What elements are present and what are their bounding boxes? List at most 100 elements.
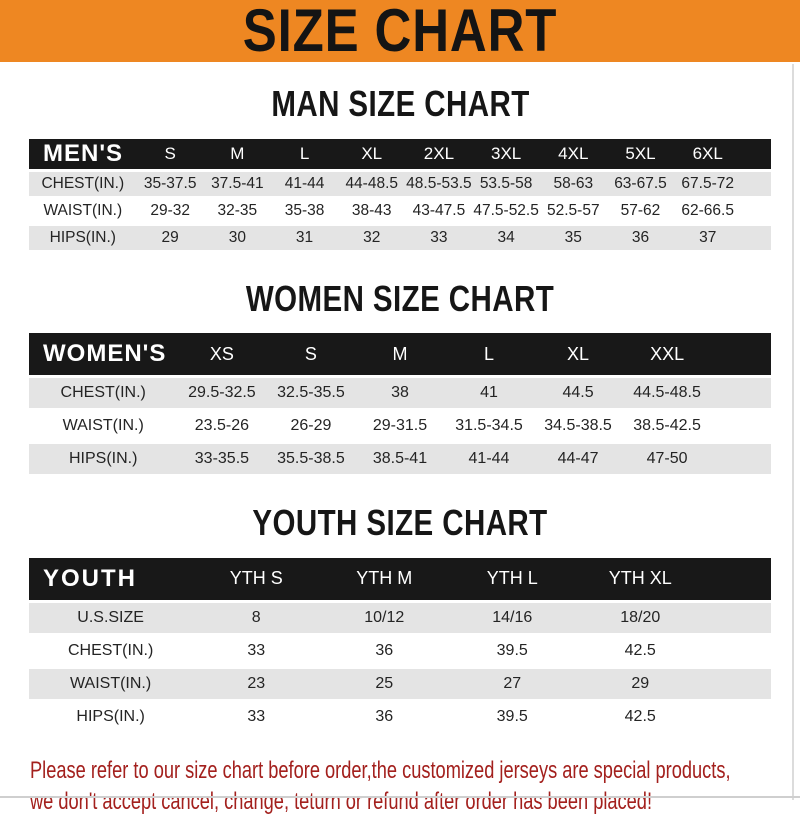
measurement-value: 31.5-34.5 (444, 411, 534, 442)
men-size-table: MEN'S S M L XL 2XL 3XL 4XL 5XL 6XL CHEST(IN.) 35-37… (29, 136, 771, 253)
measurement-row: WAIST(IN.) 29-32 32-35 35-38 38-43 43-47.5 47.… (29, 198, 771, 223)
size-column-header: YTH S (192, 557, 321, 600)
size-column-header: 5XL (606, 138, 675, 169)
measurement-value: 48.5-53.5 (405, 171, 473, 196)
measurement-value: 36 (320, 635, 449, 666)
row-label: WAIST(IN.) (29, 668, 193, 699)
measurement-value: 38.5-42.5 (622, 411, 712, 442)
measurement-row: HIPS(IN.) 33 36 39.5 42.5 (29, 701, 771, 732)
measurement-value: 39.5 (448, 701, 577, 732)
men-size-section: MAN SIZE CHART MEN'S S M L XL 2XL 3XL 4XL 5XL 6XL… (0, 84, 800, 253)
youth-size-table: YOUTH YTH S YTH M YTH L YTH XL U.S.SIZE 8 10/12… (29, 555, 771, 735)
measurement-value: 35 (539, 225, 607, 250)
measurement-value: 27 (448, 668, 577, 699)
measurement-value: 32 (338, 225, 406, 250)
size-column-header: XS (177, 333, 267, 376)
header-tail (741, 138, 771, 169)
measurement-value: 47-50 (622, 444, 712, 475)
table-header-row: MEN'S S M L XL 2XL 3XL 4XL 5XL 6XL (29, 138, 771, 169)
measurement-value: 38-43 (338, 198, 406, 223)
row-tail (711, 444, 771, 475)
measurement-value: 29 (576, 668, 705, 699)
size-column-header: 4XL (539, 138, 607, 169)
size-column-header: XL (338, 138, 406, 169)
measurement-value: 35-38 (270, 198, 339, 223)
measurement-value: 63-67.5 (606, 171, 675, 196)
row-tail (711, 378, 771, 409)
row-label: CHEST(IN.) (29, 635, 193, 666)
measurement-value: 43-47.5 (405, 198, 473, 223)
measurement-value: 41 (444, 378, 534, 409)
measurement-value: 33 (192, 701, 321, 732)
row-tail (704, 701, 771, 732)
size-column-header: 2XL (405, 138, 473, 169)
row-label: HIPS(IN.) (29, 225, 137, 250)
measurement-value: 36 (320, 701, 449, 732)
row-label: CHEST(IN.) (29, 171, 137, 196)
women-size-table: WOMEN'S XS S M L XL XXL CHEST(IN.) 29.5-32.5 32.5… (29, 330, 771, 477)
men-section-heading: MAN SIZE CHART (270, 83, 530, 124)
measurement-value: 41-44 (444, 444, 534, 475)
women-size-section: WOMEN SIZE CHART WOMEN'S XS S M L XL XXL CHEST(… (0, 277, 800, 478)
measurement-value: 53.5-58 (472, 171, 540, 196)
measurement-value: 57-62 (606, 198, 675, 223)
measurement-value: 35-37.5 (136, 171, 204, 196)
measurement-value: 33 (192, 635, 321, 666)
measurement-row: HIPS(IN.) 29 30 31 32 33 34 35 36 37 (29, 225, 771, 250)
measurement-value: 18/20 (576, 602, 705, 633)
row-label: U.S.SIZE (29, 602, 193, 633)
measurement-value: 44.5 (533, 378, 623, 409)
measurement-value: 29-31.5 (355, 411, 445, 442)
header-tail (711, 333, 771, 376)
size-column-header: YTH M (320, 557, 449, 600)
row-tail (704, 668, 771, 699)
women-section-heading: WOMEN SIZE CHART (245, 277, 555, 319)
measurement-row: CHEST(IN.) 29.5-32.5 32.5-35.5 38 41 44.5 44.5… (29, 378, 771, 409)
measurement-row: WAIST(IN.) 23.5-26 26-29 29-31.5 31.5-34.5 34… (29, 411, 771, 442)
size-column-header: L (444, 333, 534, 376)
measurement-value: 29 (136, 225, 204, 250)
measurement-value: 33 (405, 225, 473, 250)
measurement-value: 23 (192, 668, 321, 699)
measurement-value: 31 (270, 225, 339, 250)
measurement-value: 44-48.5 (338, 171, 406, 196)
measurement-value: 29-32 (136, 198, 204, 223)
measurement-value: 29.5-32.5 (177, 378, 267, 409)
size-column-header: M (355, 333, 445, 376)
row-label: HIPS(IN.) (29, 444, 178, 475)
row-label: HIPS(IN.) (29, 701, 193, 732)
measurement-value: 34.5-38.5 (533, 411, 623, 442)
row-tail (741, 171, 771, 196)
measurement-value: 35.5-38.5 (266, 444, 356, 475)
size-column-header: XXL (622, 333, 712, 376)
measurement-value: 37.5-41 (203, 171, 271, 196)
youth-section-heading: YOUTH SIZE CHART (252, 502, 548, 544)
measurement-value: 34 (472, 225, 540, 250)
size-column-header: S (266, 333, 356, 376)
size-column-header: M (203, 138, 271, 169)
row-label: WAIST(IN.) (29, 411, 178, 442)
measurement-value: 37 (674, 225, 742, 250)
row-label: WAIST(IN.) (29, 198, 137, 223)
size-column-header: S (136, 138, 204, 169)
measurement-row: WAIST(IN.) 23 25 27 29 (29, 668, 771, 699)
measurement-value: 23.5-26 (177, 411, 267, 442)
row-label: CHEST(IN.) (29, 378, 178, 409)
measurement-value: 42.5 (576, 701, 705, 732)
disclaimer-line-2: we don't accept cancel, change, teturn o… (30, 787, 653, 815)
measurement-value: 36 (606, 225, 675, 250)
table-title-cell: MEN'S (29, 138, 137, 169)
measurement-value: 38 (355, 378, 445, 409)
measurement-value: 44-47 (533, 444, 623, 475)
measurement-value: 32-35 (203, 198, 271, 223)
measurement-value: 14/16 (448, 602, 577, 633)
row-tail (704, 602, 771, 633)
row-tail (741, 225, 771, 250)
page-title: SIZE CHART (242, 0, 558, 64)
scan-edge-bottom (0, 796, 800, 798)
measurement-value: 52.5-57 (539, 198, 607, 223)
measurement-value: 25 (320, 668, 449, 699)
table-header-row: YOUTH YTH S YTH M YTH L YTH XL (29, 557, 771, 600)
size-column-header: 3XL (472, 138, 540, 169)
size-column-header: YTH L (448, 557, 577, 600)
